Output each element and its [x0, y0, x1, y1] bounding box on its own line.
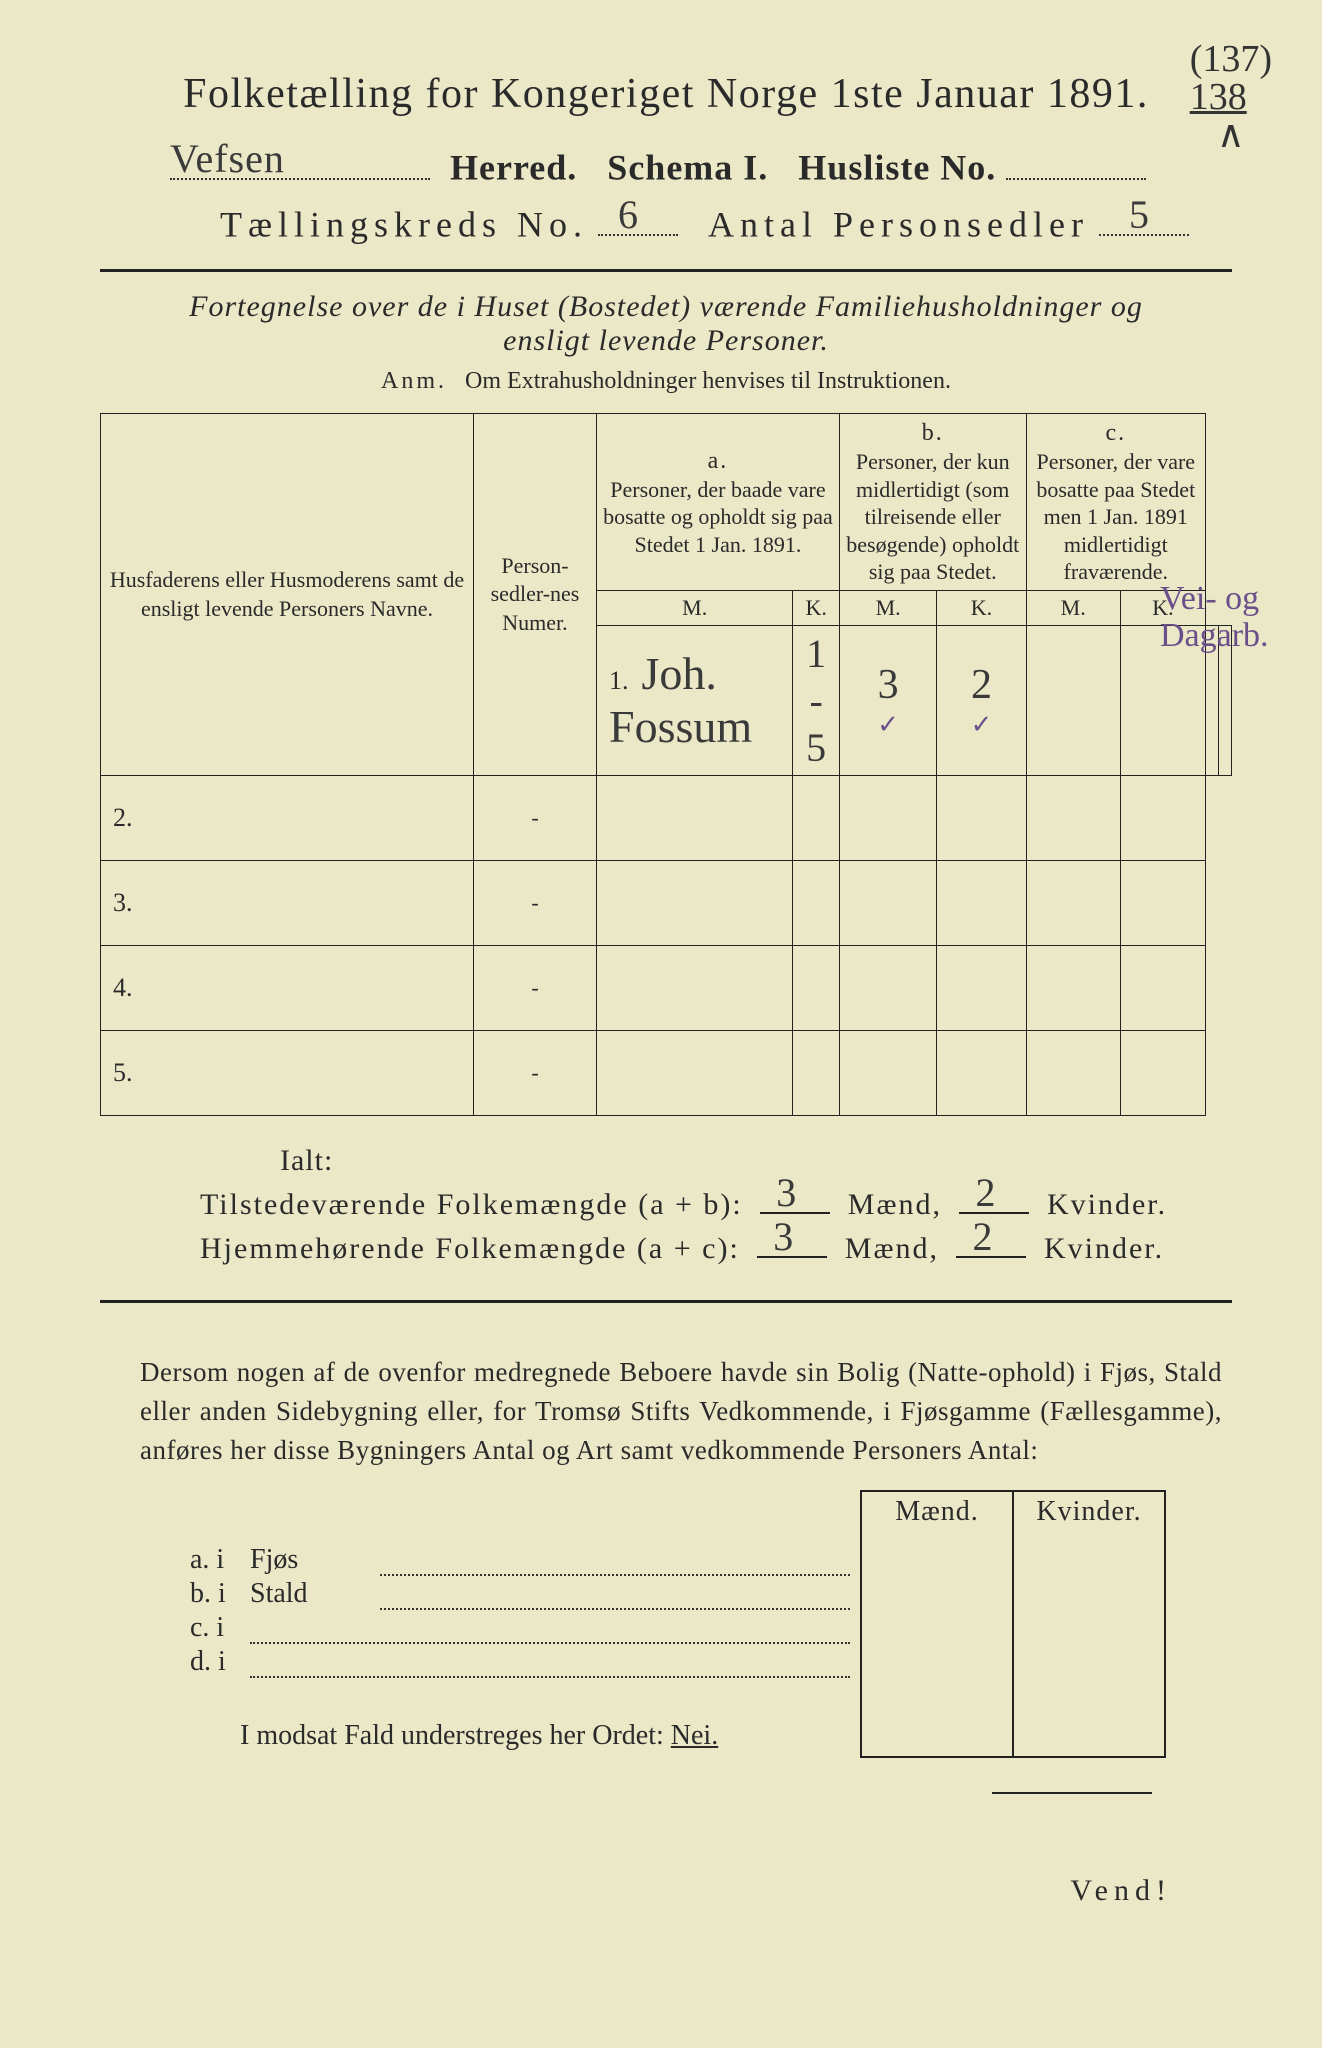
sum-line-2: Hjemmehørende Folkemængde (a + c): 3 Mæn…	[200, 1232, 1232, 1266]
sub-row: a. i Fjøs	[190, 1544, 850, 1576]
row-pnum: 1 - 5	[806, 631, 826, 770]
table-row: 3. -	[101, 860, 1232, 945]
sub-lab: Stald	[250, 1578, 380, 1610]
antal-label: Antal Personsedler	[708, 204, 1089, 244]
col-a-m: M.	[597, 590, 793, 625]
col-name-header: Husfaderens eller Husmoderens samt de en…	[101, 414, 474, 776]
sum2-k: 2	[972, 1213, 994, 1260]
row-aK-tick: ✓	[971, 709, 993, 739]
sum2-m-label: Mænd,	[845, 1232, 939, 1265]
sum1-m: 3	[776, 1169, 798, 1216]
page-title: Folketælling for Kongeriget Norge 1ste J…	[100, 70, 1232, 118]
col-c-text: Personer, der vare bosatte paa Stedet me…	[1033, 448, 1199, 586]
col-c-top: c. Personer, der vare bosatte paa Stedet…	[1026, 414, 1205, 591]
col-name-text: Husfaderens eller Husmoderens samt de en…	[110, 567, 464, 622]
col-b-m: M.	[839, 590, 937, 625]
header-line-3: Tællingskreds No. 6 Antal Personsedler 5	[100, 195, 1232, 246]
sub-row: b. i Stald	[190, 1578, 850, 1610]
vend-rule	[992, 1792, 1152, 1794]
ialt-label: Ialt:	[280, 1144, 1232, 1178]
col-num-header: Person-sedler-nes Numer.	[474, 414, 597, 776]
sub-lead: d. i	[190, 1646, 250, 1678]
col-b-top: b. Personer, der kun midlertidigt (som t…	[839, 414, 1026, 591]
sub-table: a. i Fjøs b. i Stald c. i d. i	[190, 1542, 850, 1680]
sub-lab: Fjøs	[250, 1544, 380, 1576]
sub-dots	[250, 1614, 850, 1644]
margin-note-line1: Vei- og	[1160, 580, 1300, 617]
row-name: Joh. Fossum	[609, 648, 752, 752]
divider-mid	[100, 1300, 1232, 1303]
row-num: 5.	[113, 1058, 133, 1087]
antal-value: 5	[1129, 191, 1150, 238]
anm-label: Anm.	[381, 368, 447, 394]
row-pnum: -	[474, 775, 597, 860]
sub-dots	[250, 1648, 850, 1678]
row-pnum: -	[474, 860, 597, 945]
col-a-text: Personer, der baade vare bosatte og opho…	[603, 476, 833, 559]
mk-col-k	[1012, 1526, 1166, 1758]
sub-lead: a. i	[190, 1544, 250, 1576]
mk-col-m	[860, 1526, 1012, 1758]
sum2-k-label: Kvinder.	[1044, 1232, 1164, 1265]
sum1-label: Tilstedeværende Folkemængde (a + b):	[200, 1188, 743, 1221]
vend-label: Vend!	[100, 1874, 1172, 1908]
table-row: 2. -	[101, 775, 1232, 860]
sum-line-1: Tilstedeværende Folkemængde (a + b): 3 M…	[200, 1188, 1232, 1222]
census-form-page: (137) 138 ∧ Folketælling for Kongeriget …	[0, 0, 1322, 2048]
herred-label: Herred.	[450, 148, 577, 188]
nei-word: Nei.	[671, 1720, 718, 1751]
anm-text: Om Extrahusholdninger henvises til Instr…	[465, 368, 951, 394]
sum2-m: 3	[773, 1213, 795, 1260]
header-line-2: Vefsen Herred. Schema I. Husliste No.	[100, 138, 1232, 189]
col-a-k: K.	[793, 590, 840, 625]
row-num: 1.	[609, 666, 629, 695]
sub-row: c. i	[190, 1612, 850, 1644]
col-b-k: K.	[937, 590, 1026, 625]
table-row: 5. -	[101, 1030, 1232, 1115]
herred-value: Vefsen	[170, 135, 285, 182]
margin-note: Vei- og Dagarb.	[1160, 580, 1300, 655]
schema-label: Schema I.	[607, 148, 768, 188]
row-aK: 2	[971, 662, 992, 708]
margin-note-line2: Dagarb.	[1160, 617, 1300, 654]
row-num: 4.	[113, 973, 133, 1002]
col-c-letter: c.	[1033, 418, 1199, 448]
col-b-text: Personer, der kun midlertidigt (som tilr…	[846, 448, 1020, 586]
sub-row: d. i	[190, 1646, 850, 1678]
sub-lead: b. i	[190, 1578, 250, 1610]
kreds-value: 6	[618, 191, 639, 238]
intro-text: Fortegnelse over de i Huset (Bostedet) v…	[160, 290, 1172, 358]
sum1-k-label: Kvinder.	[1047, 1188, 1167, 1221]
sum2-label: Hjemmehørende Folkemængde (a + c):	[200, 1232, 740, 1265]
row-aM: 3	[878, 662, 899, 708]
row-pnum: -	[474, 1030, 597, 1115]
col-c-m: M.	[1026, 590, 1120, 625]
table-row: 4. -	[101, 945, 1232, 1030]
row-num: 2.	[113, 803, 133, 832]
col-a-top: a. Personer, der baade vare bosatte og o…	[597, 414, 840, 591]
kreds-label: Tællingskreds No.	[220, 204, 588, 244]
census-table: Husfaderens eller Husmoderens samt de en…	[100, 413, 1232, 1116]
divider-top	[100, 269, 1232, 272]
anm-line: Anm. Om Extrahusholdninger henvises til …	[100, 368, 1232, 395]
sub-dots	[380, 1580, 850, 1610]
husliste-label: Husliste No.	[798, 148, 996, 188]
sum1-k: 2	[975, 1169, 997, 1216]
col-a-letter: a.	[603, 446, 833, 476]
row-aM-tick: ✓	[877, 709, 899, 739]
row-pnum: -	[474, 945, 597, 1030]
sub-dots	[380, 1546, 850, 1576]
building-paragraph: Dersom nogen af de ovenfor medregnede Be…	[140, 1353, 1222, 1470]
sub-lead: c. i	[190, 1612, 250, 1644]
row-num: 3.	[113, 888, 133, 917]
mk-grid	[860, 1526, 1166, 1758]
col-b-letter: b.	[846, 418, 1020, 448]
nei-pre: I modsat Fald understreges her Ordet:	[240, 1720, 671, 1751]
sum1-m-label: Mænd,	[848, 1188, 942, 1221]
